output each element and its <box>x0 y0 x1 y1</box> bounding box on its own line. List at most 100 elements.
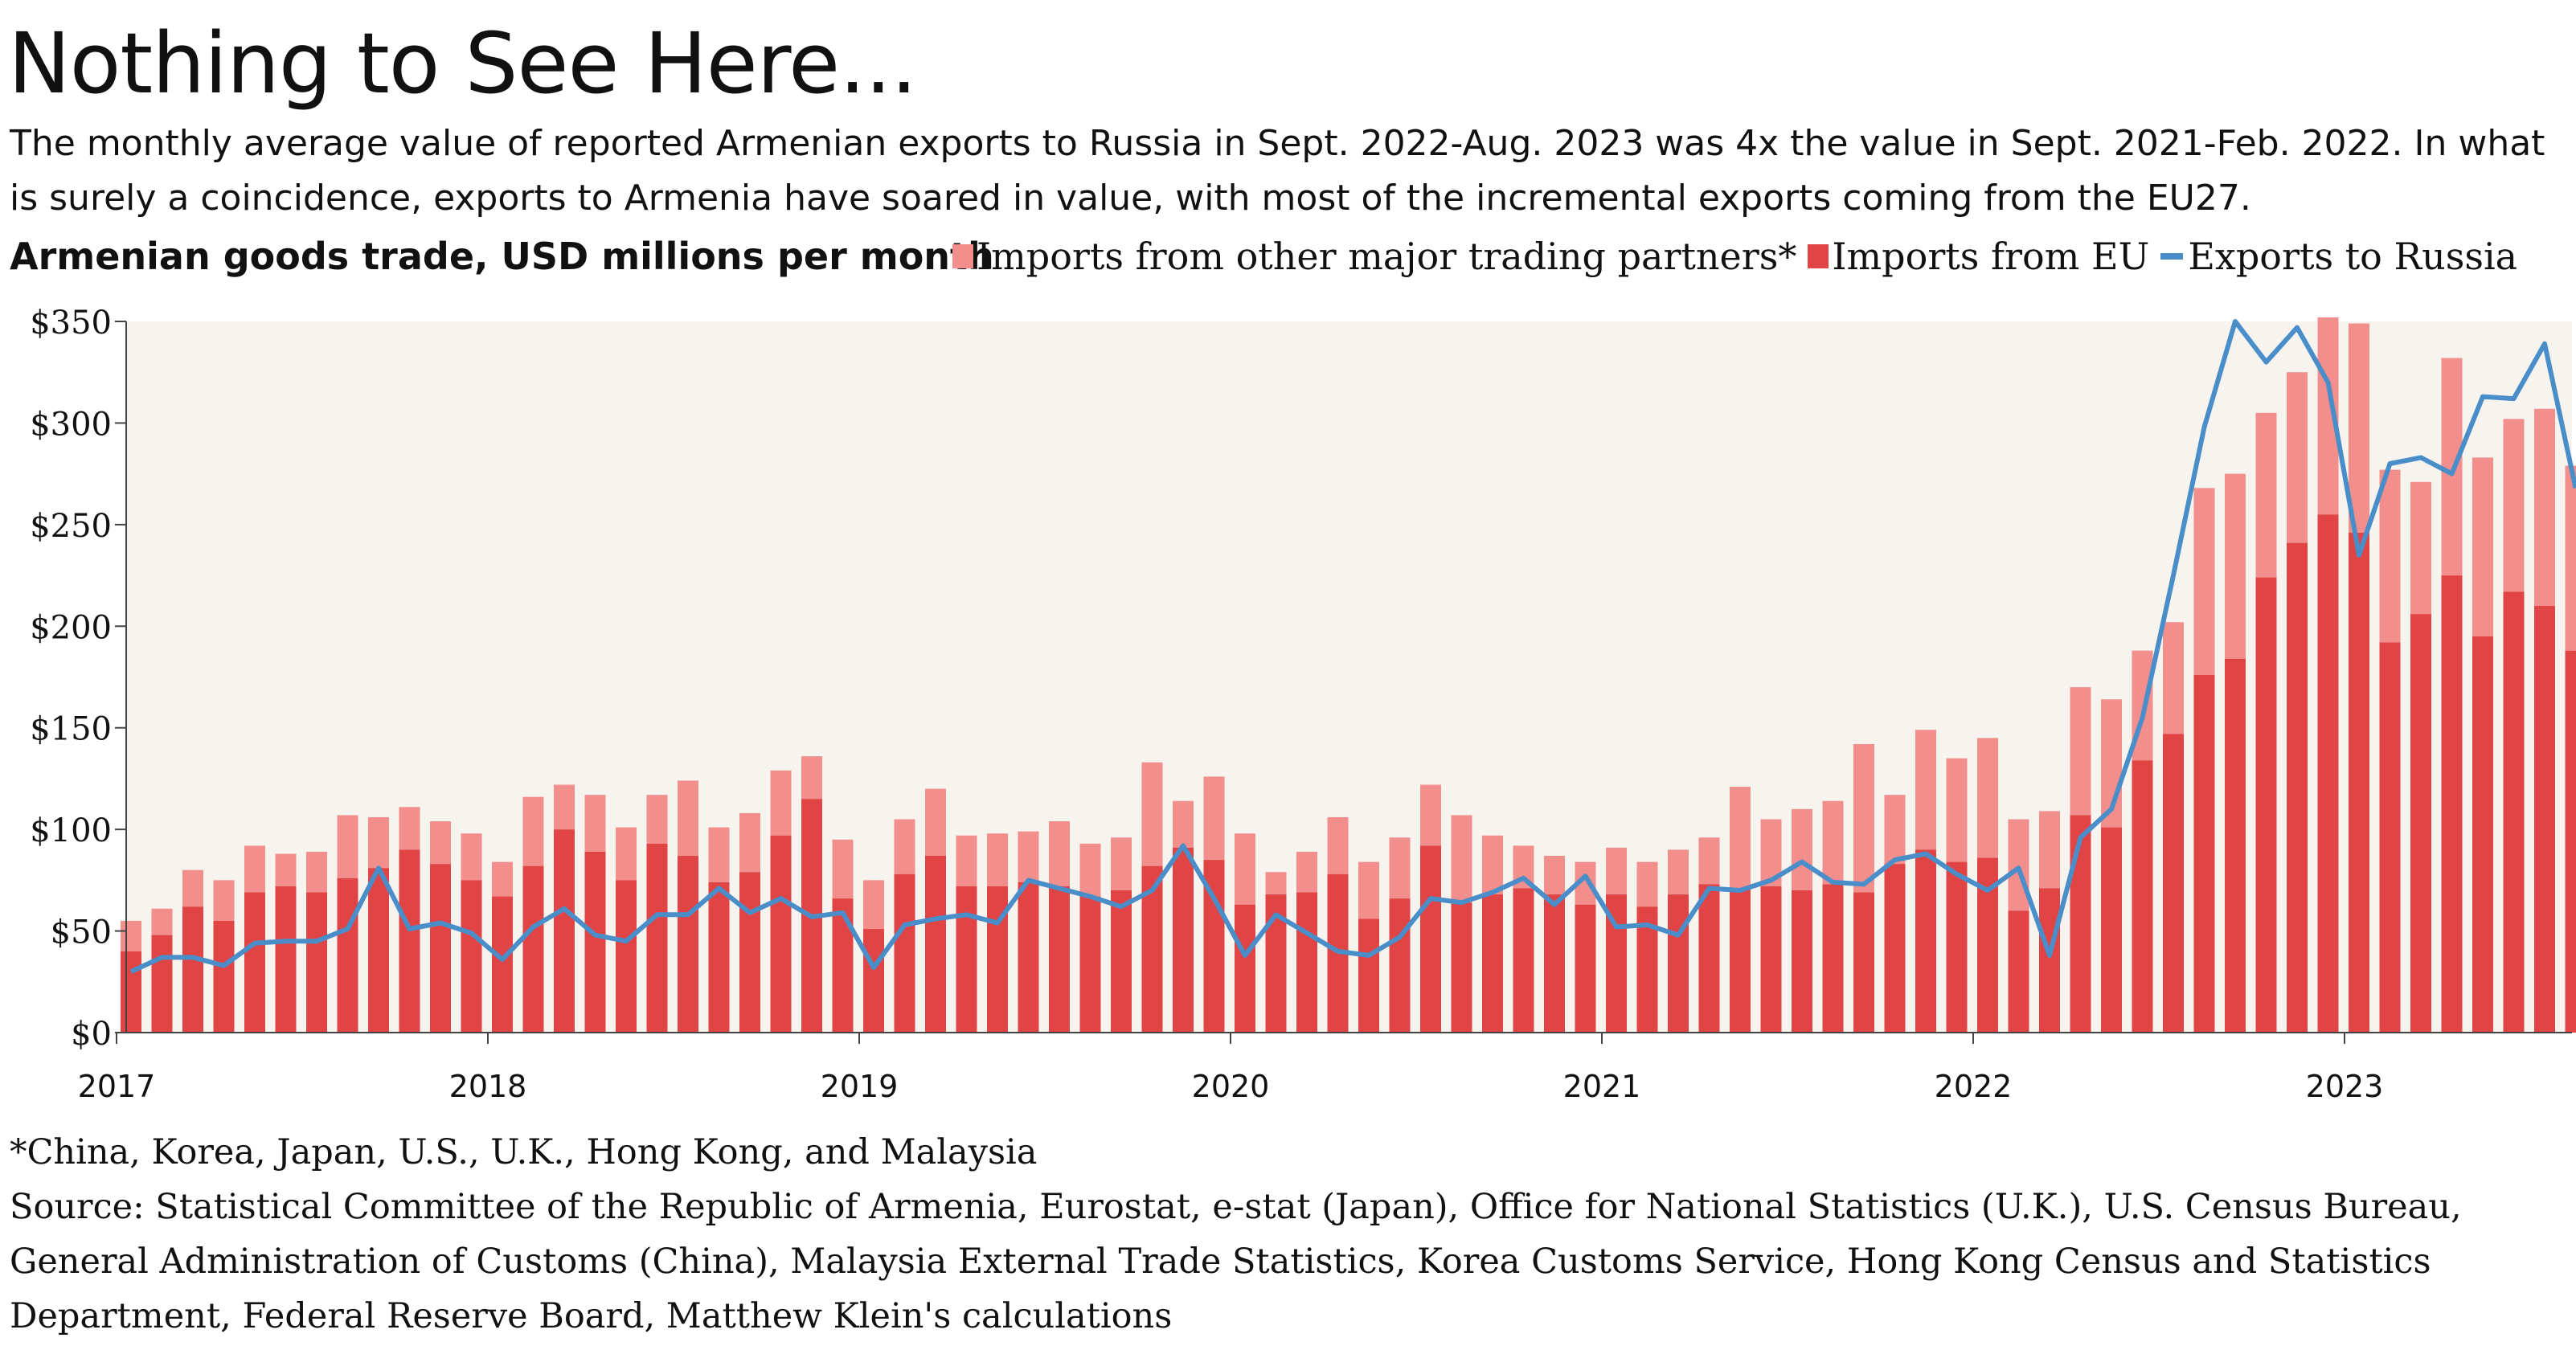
bar-eu <box>2565 650 2576 1033</box>
bar-eu <box>2287 542 2308 1033</box>
bar-eu <box>2472 636 2493 1033</box>
bar-other-partners <box>1203 776 1225 861</box>
bar-eu <box>1730 888 1751 1033</box>
chart-subtitle: The monthly average value of reported Ar… <box>10 123 2545 219</box>
bar-eu <box>584 851 606 1033</box>
bar-eu <box>368 868 389 1033</box>
bar-other-partners <box>2225 473 2246 659</box>
bar-eu <box>522 865 544 1033</box>
bar-eu <box>739 872 760 1033</box>
bar-eu <box>1853 892 1874 1033</box>
x-tick-label: 2020 <box>1192 1069 1270 1104</box>
bar-other-partners <box>522 796 544 866</box>
bar-other-partners <box>1698 837 1720 885</box>
bar-other-partners <box>275 853 297 886</box>
bar-eu <box>1049 886 1070 1033</box>
legend-item-russia: Exports to Russia <box>2160 235 2517 278</box>
bar-eu <box>2317 514 2339 1033</box>
x-tick-label: 2021 <box>1563 1069 1641 1104</box>
bar-eu <box>925 856 946 1033</box>
trade-chart: $0 $50 $100 $150 $200 $250 $300 $350 2017 2018 201… <box>30 305 2576 1104</box>
bar-eu <box>1420 845 1441 1033</box>
bar-other-partners <box>646 795 668 844</box>
bar-other-partners <box>1915 730 1936 850</box>
bar-other-partners <box>306 851 327 893</box>
bar-eu <box>987 886 1008 1033</box>
bar-other-partners <box>987 833 1008 886</box>
bar-eu <box>2070 815 2091 1033</box>
bar-eu <box>894 873 915 1033</box>
bar-eu <box>1079 896 1101 1033</box>
bar-eu <box>1111 890 1132 1033</box>
bar-other-partners <box>894 819 915 874</box>
bar-eu <box>1389 898 1411 1033</box>
bar-eu <box>213 920 235 1033</box>
bar-eu <box>1668 894 1689 1033</box>
bar-other-partners <box>2503 419 2525 592</box>
y-tick-label: $250 <box>30 508 112 545</box>
bar-eu <box>2379 642 2401 1033</box>
bar-eu <box>244 892 265 1033</box>
bar-other-partners <box>461 833 482 881</box>
bar-other-partners <box>1730 787 1751 889</box>
bar-eu <box>1451 902 1472 1033</box>
bar-other-partners <box>1606 847 1627 895</box>
bar-eu <box>2008 910 2029 1033</box>
bar-other-partners <box>368 816 389 869</box>
x-tick-label: 2019 <box>821 1069 899 1104</box>
bar-other-partners <box>2070 687 2091 816</box>
bar-eu <box>2349 532 2369 1033</box>
bar-other-partners <box>678 780 698 857</box>
bar-other-partners <box>1451 815 1472 903</box>
bar-eu <box>121 951 141 1033</box>
bar-other-partners <box>151 908 173 935</box>
bar-other-partners <box>2441 358 2463 576</box>
bar-eu <box>1018 882 1039 1033</box>
bar-eu <box>1173 847 1194 1033</box>
bar-other-partners <box>399 807 420 850</box>
bar-other-partners <box>1173 800 1194 848</box>
bar-other-partners <box>1049 821 1070 886</box>
bar-other-partners <box>2379 469 2401 643</box>
bar-other-partners <box>492 861 513 897</box>
bar-other-partners <box>2255 412 2277 578</box>
bar-eu <box>2441 575 2463 1033</box>
bar-eu <box>1915 849 1936 1033</box>
bar-other-partners <box>121 920 141 951</box>
bar-other-partners <box>1420 784 1441 846</box>
bar-other-partners <box>739 812 760 873</box>
bar-eu <box>956 886 977 1033</box>
chart-heading: Armenian goods trade, USD millions per m… <box>10 235 994 278</box>
bar-other-partners <box>2039 811 2060 889</box>
y-tick-label: $150 <box>30 711 112 748</box>
bar-other-partners <box>1265 872 1287 895</box>
bar-eu <box>2193 674 2215 1033</box>
bar-other-partners <box>182 869 203 907</box>
bar-eu <box>1513 888 1534 1033</box>
bar-other-partners <box>1822 800 1844 885</box>
bar-other-partners <box>2534 408 2555 606</box>
legend: Imports from other major trading partner… <box>952 235 2529 278</box>
bar-eu <box>554 829 575 1033</box>
bar-eu <box>492 896 513 1033</box>
bar-eu <box>2163 734 2184 1033</box>
bar-eu <box>708 882 730 1033</box>
bar-eu <box>863 929 884 1033</box>
bar-other-partners <box>1235 833 1255 905</box>
bar-other-partners <box>1482 835 1503 895</box>
bar-other-partners <box>1141 762 1163 866</box>
bar-eu <box>275 886 297 1033</box>
x-tick-label: 2022 <box>1935 1069 2013 1104</box>
bar-eu <box>2255 577 2277 1033</box>
bar-other-partners <box>430 821 451 865</box>
bar-other-partners <box>1977 738 1998 858</box>
bar-other-partners <box>584 795 606 852</box>
bar-other-partners <box>2008 819 2029 911</box>
bar-other-partners <box>1946 758 1968 862</box>
bar-other-partners <box>1358 861 1379 919</box>
bar-eu <box>1575 904 1596 1033</box>
bar-eu <box>461 880 482 1033</box>
bar-eu <box>2410 614 2431 1033</box>
bar-eu <box>337 878 358 1033</box>
bar-other-partners <box>2472 457 2493 636</box>
